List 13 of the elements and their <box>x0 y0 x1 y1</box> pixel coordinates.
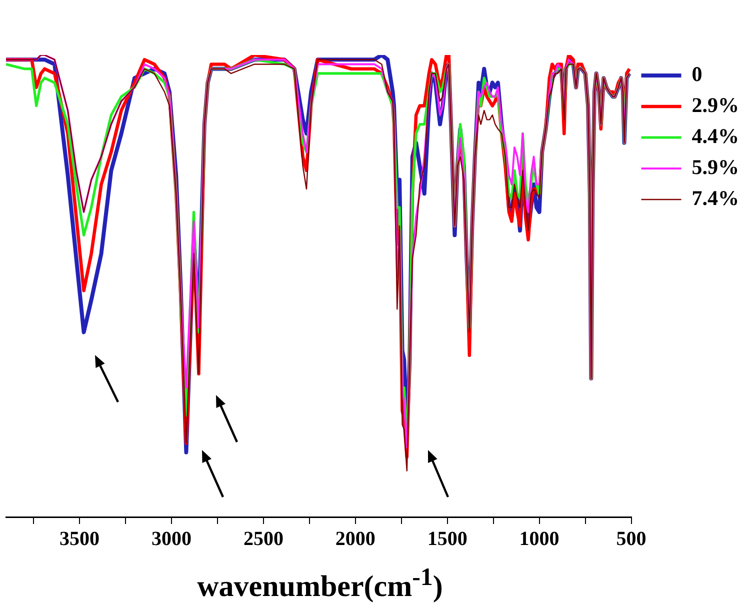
x-tick-label: 2000 <box>335 528 376 550</box>
x-tick-label: 1000 <box>519 528 560 550</box>
x-tick-label: 1500 <box>427 528 468 550</box>
x-tick-label: 3000 <box>152 528 192 550</box>
legend-label: 5.9% <box>692 154 739 179</box>
x-tick-label: 2500 <box>243 528 284 550</box>
legend-label: 4.4% <box>692 124 739 148</box>
x-tick-label: 3500 <box>60 528 100 550</box>
legend-label: 0 <box>692 62 702 86</box>
legend-label: 2.9% <box>692 92 739 117</box>
x-axis-title: wavenumber(cm$^{-1}$) <box>196 564 444 604</box>
legend-label: 7.4% <box>692 186 739 210</box>
x-tick-label: 500 <box>616 528 646 550</box>
